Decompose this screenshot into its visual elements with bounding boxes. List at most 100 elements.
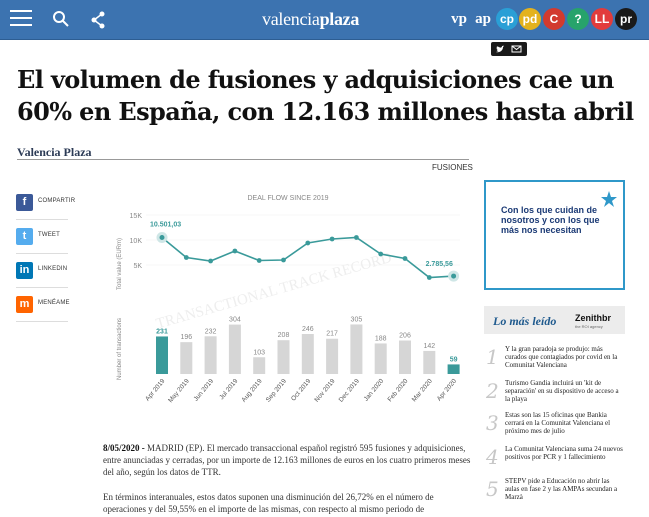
transaction-bar: [374, 343, 387, 374]
bar-value-label: 59: [450, 356, 458, 363]
brand-link-5[interactable]: C: [543, 8, 565, 30]
rank-number: 5: [486, 477, 499, 501]
menu-icon[interactable]: [10, 10, 32, 30]
share-label: COMPARTIR: [38, 198, 76, 204]
article-dateline: 8/05/2020 -: [103, 443, 145, 453]
facebook-icon: f: [16, 194, 33, 211]
transaction-bar: [253, 357, 266, 374]
rank-number: 4: [486, 445, 499, 469]
bar-value-label: 208: [278, 332, 290, 339]
x-tick-label: Aug 2019: [240, 378, 263, 404]
x-tick-label: Jul 2019: [218, 377, 239, 401]
bar-value-label: 103: [253, 349, 265, 356]
bar-value-label: 305: [351, 316, 363, 323]
share-linkedin[interactable]: in LINKEDIN: [16, 255, 68, 288]
value-point: [156, 231, 168, 243]
divider: [17, 159, 469, 160]
meneame-icon: m: [16, 296, 33, 313]
brand-link-6[interactable]: ?: [567, 8, 589, 30]
most-read-link[interactable]: STEPV pide a Educación no abrir las aula…: [505, 477, 618, 501]
brand-link-8[interactable]: pr: [615, 8, 637, 30]
bar-value-label: 188: [375, 335, 387, 342]
most-read-link[interactable]: La Comunitat Valenciana suma 24 nuevos p…: [505, 445, 623, 461]
transaction-bar: [423, 350, 436, 374]
x-tick-label: Jun 2019: [193, 377, 216, 402]
x-tick-label: Apr 2020: [436, 377, 459, 402]
brand-link-1[interactable]: vp: [451, 11, 467, 27]
y-axis-label-count: Number of transactions: [117, 318, 123, 380]
value-point: [402, 256, 408, 261]
x-tick-label: Mar 2020: [411, 377, 434, 403]
transaction-bar: [204, 336, 217, 374]
value-point: [281, 257, 286, 263]
y-tick-label: 15K: [130, 213, 143, 220]
value-point: [329, 236, 335, 242]
ad-text: Con los que cuidan de nosotros y con los…: [501, 205, 600, 235]
x-tick-label: Oct 2019: [290, 378, 313, 403]
share-label: TWEET: [38, 232, 60, 238]
y-tick-label: 5K: [133, 263, 142, 270]
brand-link-3[interactable]: cp: [496, 8, 518, 30]
bar-value-label: 232: [205, 328, 217, 335]
article-author[interactable]: Valencia Plaza: [17, 145, 92, 159]
value-point: [305, 240, 311, 246]
x-tick-label: Dec 2019: [338, 377, 361, 403]
brand-link-4[interactable]: pd: [519, 8, 541, 30]
x-tick-label: Apr 2019: [144, 377, 167, 402]
twitter-icon[interactable]: [491, 42, 527, 56]
linkedin-icon: in: [16, 262, 33, 279]
star-icon: [601, 191, 617, 207]
share-label: MENÉAME: [38, 300, 70, 306]
site-header: valenciaplaza vp ap cp pd C? LL pr: [0, 0, 649, 40]
transaction-bar: [228, 324, 241, 374]
most-read-link[interactable]: Y la gran paradoja se produjo: más curad…: [505, 345, 618, 369]
search-icon[interactable]: [52, 10, 70, 28]
brand-link-7[interactable]: LL: [591, 8, 613, 30]
sponsor-logo[interactable]: Zenithbr: [575, 313, 611, 323]
most-read-link[interactable]: Estas son las 15 oficinas que Bankia cer…: [505, 411, 611, 435]
transaction-bar: [447, 364, 460, 374]
chart-title: DEAL FLOW SINCE 2019: [247, 195, 328, 202]
transaction-bar: [301, 334, 314, 374]
article-paragraph-1: 8/05/2020 - MADRID (EP). El mercado tran…: [103, 443, 471, 477]
bar-value-label: 142: [423, 343, 435, 350]
bar-value-label: 246: [302, 326, 314, 333]
x-tick-label: May 2019: [167, 377, 191, 404]
share-facebook[interactable]: f COMPARTIR: [16, 187, 75, 220]
transaction-bar: [277, 340, 290, 374]
quick-share-bar[interactable]: [491, 42, 527, 56]
x-tick-label: Sep 2019: [265, 378, 288, 404]
value-point: [354, 235, 359, 240]
bar-value-label: 304: [229, 317, 241, 324]
bar-value-label: 231: [156, 328, 168, 335]
value-point: [448, 270, 460, 282]
article-paragraph-2: En términos interanuales, estos datos su…: [103, 492, 434, 514]
value-label-last: 2.785,56: [426, 261, 453, 268]
value-point: [232, 248, 238, 254]
transaction-bar: [180, 342, 193, 374]
share-twitter[interactable]: t TWEET: [16, 221, 68, 254]
rank-number: 1: [486, 345, 499, 369]
x-tick-label: Feb 2020: [387, 377, 410, 403]
article-headline: El volumen de fusiones y adquisiciones c…: [17, 65, 634, 126]
rank-number: 2: [486, 379, 499, 403]
advertisement[interactable]: Con los que cuidan de nosotros y con los…: [484, 180, 625, 290]
transaction-bar: [156, 336, 168, 374]
deal-flow-chart: TRANSACTIONAL TRACK RECORD DEAL FLOW SINC…: [100, 175, 470, 415]
value-point: [256, 258, 262, 263]
brand-link-2[interactable]: ap: [475, 11, 491, 27]
most-read-link[interactable]: Turismo Gandia incluirá un 'kit de separ…: [505, 379, 619, 403]
value-point: [208, 258, 213, 264]
rank-number: 3: [486, 411, 499, 435]
share-icon[interactable]: [90, 11, 106, 29]
site-logo[interactable]: valenciaplaza: [262, 9, 360, 29]
bar-value-label: 217: [326, 331, 338, 338]
value-label-first: 10.501,03: [150, 221, 181, 228]
value-point: [183, 255, 189, 260]
bar-value-label: 196: [180, 334, 192, 341]
transaction-bar: [399, 340, 411, 374]
value-point: [426, 275, 432, 280]
transaction-bar: [350, 324, 363, 374]
share-meneame[interactable]: m MENÉAME: [16, 289, 70, 322]
